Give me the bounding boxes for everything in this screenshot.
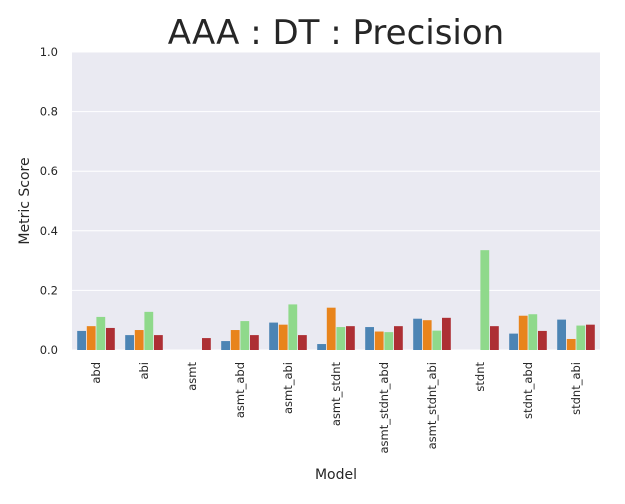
- bar-asmt_stdnt-series-2: [326, 307, 336, 350]
- bar-asmt_abd-series-2: [230, 330, 240, 350]
- bar-abd-series-2: [86, 326, 96, 350]
- bar-stdnt-series-3: [480, 250, 490, 350]
- bar-stdnt_abi-series-2: [566, 338, 576, 350]
- bar-asmt_abi-series-2: [278, 324, 288, 350]
- bar-asmt_abi-series-1: [269, 322, 278, 350]
- bar-asmt_stdnt_abd-series-2: [374, 331, 384, 350]
- bar-asmt_stdnt_abd-series-4: [394, 326, 403, 350]
- bar-asmt_stdnt_abi-series-3: [432, 330, 442, 350]
- bar-stdnt_abi-series-3: [576, 325, 586, 350]
- x-axis-label: Model: [315, 467, 357, 483]
- chart-title: AAA : DT : Precision: [168, 13, 504, 53]
- plot-area: [72, 52, 600, 350]
- bar-abi-series-3: [144, 311, 154, 350]
- y-tick-label: 0.6: [40, 164, 58, 178]
- x-tick-label: abd: [89, 362, 103, 384]
- bar-asmt_stdnt-series-4: [346, 326, 355, 350]
- bar-asmt_abd-series-1: [221, 341, 230, 350]
- x-tick-label: asmt_stdnt_abi: [425, 362, 439, 449]
- x-tick-label: asmt_stdnt_abd: [377, 362, 391, 454]
- x-tick-label: asmt_abi: [281, 362, 295, 414]
- x-tick-label: stdnt_abd: [521, 362, 535, 419]
- y-tick-label: 1.0: [40, 45, 58, 59]
- bar-abd-series-1: [77, 330, 86, 350]
- x-tick-label: stdnt_abi: [569, 362, 583, 415]
- bar-abd-series-3: [96, 316, 106, 350]
- bar-asmt_stdnt_abi-series-2: [422, 320, 432, 350]
- bar-asmt_abd-series-3: [240, 321, 250, 350]
- x-tick-label: stdnt: [473, 362, 487, 392]
- bar-stdnt_abd-series-2: [518, 315, 528, 350]
- x-tick-label: asmt_stdnt: [329, 362, 343, 427]
- bar-stdnt_abd-series-4: [538, 330, 547, 350]
- bar-asmt_stdnt_abi-series-1: [413, 318, 422, 350]
- bar-asmt_stdnt_abi-series-4: [442, 317, 451, 350]
- bar-asmt_stdnt_abd-series-1: [365, 327, 374, 350]
- x-tick-label: asmt: [185, 362, 199, 391]
- bar-asmt_abi-series-4: [298, 335, 307, 350]
- y-tick-label: 0.0: [40, 343, 58, 357]
- bar-stdnt-series-4: [490, 326, 499, 350]
- y-tick-label: 0.2: [40, 283, 58, 297]
- y-axis-ticks: 0.0 0.2 0.4 0.6 0.8 1.0: [40, 45, 58, 357]
- bar-asmt_stdnt_abd-series-3: [384, 332, 394, 350]
- bar-asmt_abd-series-4: [250, 335, 259, 350]
- x-tick-label: abi: [137, 362, 151, 380]
- x-axis-ticks: abd abi asmt asmt_abd asmt_abi asmt_stdnt asmt…: [89, 362, 583, 454]
- bar-abd-series-4: [106, 327, 115, 350]
- bar-asmt_abi-series-3: [288, 304, 298, 350]
- bar-abi-series-1: [125, 335, 134, 350]
- bar-asmt_stdnt-series-1: [317, 344, 326, 350]
- y-tick-label: 0.4: [40, 224, 58, 238]
- bar-stdnt_abi-series-1: [557, 319, 566, 350]
- bar-stdnt_abd-series-1: [509, 333, 518, 350]
- bars: [77, 250, 595, 350]
- bar-stdnt_abd-series-3: [528, 314, 538, 350]
- y-tick-label: 0.8: [40, 105, 58, 119]
- bar-abi-series-4: [154, 335, 163, 350]
- bar-asmt-series-4: [202, 338, 211, 350]
- bar-abi-series-2: [134, 330, 144, 350]
- bar-stdnt_abi-series-4: [586, 324, 595, 350]
- x-tick-label: asmt_abd: [233, 362, 247, 418]
- y-axis-label: Metric Score: [17, 157, 33, 244]
- bar-asmt_stdnt-series-3: [336, 327, 346, 350]
